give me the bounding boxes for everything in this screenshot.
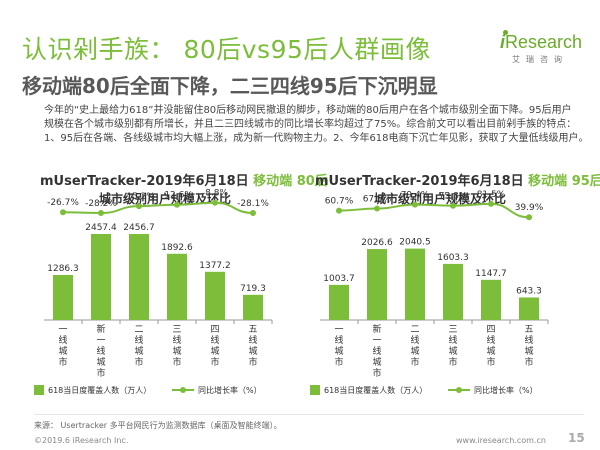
- growth-point: [336, 207, 342, 214]
- chart-title-95: mUserTracker-2019年6月18日 移动端 95后 城市级别用户规模…: [315, 170, 600, 207]
- bar: [519, 297, 539, 320]
- growth-value-label: 79.4%: [401, 191, 430, 201]
- growth-point: [174, 201, 180, 208]
- growth-value-label: -8.8%: [202, 189, 229, 199]
- chart-title-highlight: 移动端 80后: [253, 174, 328, 189]
- category-label: 三线城市: [172, 325, 181, 368]
- category-label: 一线城市: [334, 325, 343, 368]
- legend-bar-swatch: [34, 385, 44, 395]
- chart-title-line2: 城市级别用户规模及环比: [98, 192, 231, 206]
- bar-value-label: 643.3: [516, 286, 542, 296]
- legend-bar-label: 618当日度覆盖人数（万人）: [48, 385, 151, 395]
- bar-value-label: 1147.7: [475, 269, 507, 279]
- bar-value-label: 2457.4: [85, 223, 117, 233]
- category-label: 二线城市: [134, 325, 143, 368]
- bar-value-label: 2026.6: [361, 238, 393, 248]
- growth-point: [136, 203, 142, 210]
- logo-main: Research: [505, 32, 583, 52]
- growth-point: [60, 209, 66, 216]
- chart-title-prefix: mUserTracker-2019年6月18日: [40, 174, 249, 189]
- growth-value-label: -26.7%: [47, 198, 79, 208]
- legend-line-marker: [180, 387, 186, 393]
- legend-line-marker: [456, 387, 462, 393]
- category-label: 五线城市: [524, 325, 533, 368]
- category-label: 四线城市: [210, 325, 219, 368]
- bar: [53, 274, 73, 320]
- iresearch-logo: iResearch 艾瑞咨询: [500, 30, 583, 68]
- page-title: 认识剁手族： 80后vs95后人群画像: [22, 35, 431, 64]
- bar: [129, 234, 149, 320]
- bar: [91, 233, 111, 320]
- page-subtitle: 移动端80后全面下降，二三四线95后下沉明显: [22, 74, 438, 98]
- growth-value-label: -15.2%: [123, 192, 155, 202]
- copyright: ©2019.6 iResearch Inc.: [34, 436, 129, 445]
- category-label: 新一线城市: [96, 323, 105, 379]
- growth-point: [526, 214, 532, 221]
- bar-value-label: 1377.2: [199, 261, 231, 271]
- bar-value-label: 1892.6: [161, 243, 193, 253]
- bar: [167, 253, 187, 320]
- description: 今年的“史上最给力618”并没能留住80后移动网民撤退的脚步，移动端的80后用户…: [44, 104, 589, 146]
- chart-80: 1286.3 一线城市 2457.4 新一线城市 2456.7 二线城市 1892.6 三线城…: [34, 189, 273, 395]
- growth-value-label: 60.7%: [325, 197, 354, 207]
- bar: [329, 284, 349, 320]
- legend-bar-swatch: [310, 385, 320, 395]
- footer-divider: [34, 414, 584, 415]
- growth-line: [338, 202, 530, 219]
- growth-line: [62, 201, 254, 215]
- bar: [405, 248, 425, 320]
- chart-title-prefix: mUserTracker-2019年6月18日: [315, 174, 524, 189]
- category-label: 一线城市: [58, 325, 67, 368]
- growth-point: [450, 202, 456, 209]
- growth-value-label: -28.1%: [237, 199, 269, 209]
- bar-value-label: 2040.5: [399, 238, 431, 248]
- chart-title-line2: 城市级别用户规模及环比: [373, 192, 506, 206]
- growth-value-label: 75.8%: [439, 192, 468, 202]
- bar-value-label: 2456.7: [123, 223, 155, 233]
- growth-point: [250, 209, 256, 216]
- logo-dot-icon: [503, 30, 508, 35]
- description-line: 今年的“史上最给力618”并没能留住80后移动网民撤退的脚步，移动端的80后用户…: [44, 105, 572, 116]
- website: www.iresearch.com.cn: [456, 436, 546, 445]
- growth-point: [488, 200, 494, 207]
- bar: [481, 279, 501, 320]
- chart-title-80: mUserTracker-2019年6月18日 移动端 80后 城市级别用户规模…: [40, 170, 328, 207]
- bar-value-label: 719.3: [240, 284, 266, 294]
- legend-line-label: 同比增长率（%）: [474, 385, 538, 395]
- bar: [367, 249, 387, 320]
- growth-value-label: -28.2%: [85, 199, 117, 209]
- category-label: 二线城市: [410, 325, 419, 368]
- bar: [205, 271, 225, 320]
- growth-point: [98, 210, 104, 217]
- growth-point: [212, 199, 218, 206]
- chart-95: 1003.7 一线城市 2026.6 新一线城市 2040.5 二线城市 1603.3 三线城…: [310, 190, 549, 395]
- category-label: 新一线城市: [372, 323, 381, 379]
- description-line: 1、95后在各端、各线级城市均大幅上涨，成为新一代购物主力。2、今年618电商下…: [44, 133, 589, 144]
- bar-value-label: 1286.3: [47, 264, 79, 274]
- chart-title-highlight: 移动端 95后: [528, 174, 600, 189]
- growth-point: [412, 201, 418, 208]
- growth-value-label: 67.0%: [363, 195, 392, 205]
- category-label: 五线城市: [248, 325, 257, 368]
- description-line: 规模在各个城市级别都有所增长，并且二三四线城市的同比增长率均超过了75%。综合前…: [44, 119, 577, 130]
- growth-value-label: -12.6%: [161, 191, 193, 201]
- category-label: 四线城市: [486, 325, 495, 368]
- logo-prefix: i: [500, 32, 506, 52]
- bar-value-label: 1003.7: [323, 274, 355, 284]
- legend-bar-label: 618当日度覆盖人数（万人）: [324, 385, 427, 395]
- growth-point: [374, 205, 380, 212]
- growth-value-label: 81.5%: [477, 190, 506, 200]
- growth-value-label: 39.9%: [515, 203, 544, 213]
- legend-line-label: 同比增长率（%）: [198, 385, 262, 395]
- bar: [243, 294, 263, 320]
- page-number: 15: [568, 431, 585, 445]
- logo-cn: 艾瑞咨询: [512, 55, 568, 64]
- bar: [443, 263, 463, 320]
- source-note: 来源： Usertracker 多平台网民行为监测数据库（桌面及智能终端）。: [34, 421, 282, 430]
- bar-value-label: 1603.3: [437, 253, 469, 263]
- category-label: 三线城市: [448, 325, 457, 368]
